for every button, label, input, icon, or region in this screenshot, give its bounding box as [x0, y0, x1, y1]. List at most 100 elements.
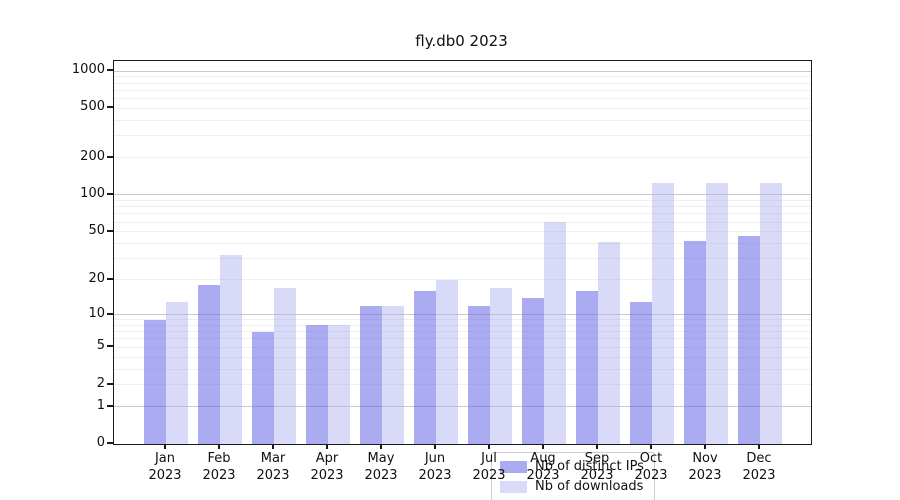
gridline-minor-7 — [114, 331, 811, 333]
x-tick-year: 2023 — [472, 468, 506, 483]
x-tick-mark-may — [380, 444, 382, 449]
x-tick-label-jul: Jul 2023 — [459, 450, 519, 484]
x-tick-year: 2023 — [526, 468, 560, 483]
y-tick-mark-20 — [107, 277, 113, 280]
gridline-major-1 — [114, 406, 811, 408]
x-tick-label-sep: Sep 2023 — [567, 450, 627, 484]
x-tick-label-mar: Mar 2023 — [243, 450, 303, 484]
gridline-minor-50 — [114, 231, 811, 233]
x-tick-month: Sep — [584, 451, 610, 466]
legend-item-distinct-ips: Nb of distinct IPs — [500, 459, 644, 474]
bar-distinct-ips-nov — [684, 240, 706, 444]
x-tick-year: 2023 — [742, 468, 776, 483]
gridline-minor-40 — [114, 243, 811, 244]
bar-downloads-may — [382, 305, 404, 444]
x-tick-month: Jul — [481, 451, 497, 466]
bar-downloads-jun — [436, 279, 458, 444]
x-tick-mark-apr — [326, 444, 328, 449]
x-tick-label-oct: Oct 2023 — [621, 450, 681, 484]
gridline-minor-2 — [114, 384, 811, 386]
x-tick-year: 2023 — [310, 468, 344, 483]
bar-downloads-nov — [706, 182, 728, 444]
x-tick-month: Apr — [315, 451, 339, 466]
y-tick-mark-0 — [107, 442, 113, 444]
gridline-minor-5 — [114, 346, 811, 348]
x-tick-year: 2023 — [688, 468, 722, 483]
y-tick-mark-5 — [107, 345, 113, 348]
x-tick-mark-dec — [758, 444, 760, 449]
x-tick-label-aug: Aug 2023 — [513, 450, 573, 484]
x-tick-month: Nov — [692, 451, 718, 466]
y-tick-label-1000: 1000 — [71, 62, 105, 77]
gridline-minor-70 — [114, 213, 811, 215]
x-tick-label-nov: Nov 2023 — [675, 450, 735, 484]
x-tick-mark-oct — [650, 444, 652, 449]
gridline-minor-3 — [114, 368, 811, 370]
x-tick-label-jun: Jun 2023 — [405, 450, 465, 484]
bar-downloads-feb — [220, 255, 242, 444]
gridline-minor-20 — [114, 279, 811, 281]
bar-distinct-ips-feb — [198, 285, 220, 444]
y-tick-label-200: 200 — [80, 148, 105, 164]
gridline-minor-500 — [114, 107, 811, 109]
x-tick-mark-jan — [164, 444, 166, 449]
x-tick-month: Jun — [424, 451, 446, 466]
x-tick-mark-jun — [434, 444, 436, 449]
x-tick-mark-nov — [704, 444, 706, 449]
bar-distinct-ips-sep — [576, 291, 598, 444]
gridline-minor-400 — [114, 119, 811, 121]
y-tick-label-100: 100 — [80, 185, 105, 201]
gridline-minor-800 — [114, 82, 811, 84]
gridline-minor-600 — [114, 98, 811, 100]
bar-downloads-oct — [652, 182, 674, 444]
legend-swatch-distinct-ips-icon — [500, 460, 527, 473]
x-tick-year: 2023 — [364, 468, 398, 483]
gridline-minor-300 — [114, 135, 811, 137]
gridline-minor-80 — [114, 206, 811, 208]
y-tick-mark-500 — [107, 106, 113, 109]
gridline-minor-90 — [114, 199, 811, 201]
bar-distinct-ips-dec — [738, 236, 760, 444]
bar-distinct-ips-jun — [414, 291, 436, 444]
x-tick-label-apr: Apr 2023 — [297, 450, 357, 484]
bar-downloads-dec — [760, 182, 782, 444]
x-tick-month: Oct — [639, 451, 663, 466]
bar-distinct-ips-jul — [468, 305, 490, 444]
bar-distinct-ips-jan — [144, 319, 166, 444]
x-tick-year: 2023 — [418, 468, 452, 483]
x-tick-month: Jan — [154, 451, 176, 466]
gridline-minor-4 — [114, 356, 811, 358]
gridline-minor-8 — [114, 324, 811, 326]
chart-title: fly.db0 2023 — [415, 32, 508, 50]
bar-distinct-ips-aug — [522, 297, 544, 444]
gridline-major-10 — [114, 314, 811, 316]
y-tick-mark-1000 — [107, 69, 113, 71]
y-tick-mark-200 — [107, 155, 113, 158]
y-tick-label-5: 5 — [96, 338, 105, 354]
y-tick-mark-1 — [107, 404, 113, 407]
y-tick-mark-50 — [107, 229, 113, 232]
y-tick-label-0: 0 — [96, 435, 105, 450]
x-tick-mark-sep — [596, 444, 598, 449]
gridline-minor-900 — [114, 76, 811, 78]
bar-distinct-ips-apr — [306, 325, 328, 444]
y-tick-label-1: 1 — [96, 397, 105, 413]
legend-label-downloads: Nb of downloads — [535, 479, 644, 494]
legend-swatch-downloads-icon — [500, 480, 527, 493]
gridline-minor-700 — [114, 89, 811, 91]
x-tick-year: 2023 — [580, 468, 614, 483]
x-tick-month: May — [367, 451, 395, 466]
gridline-major-100 — [114, 194, 811, 196]
x-tick-label-may: May 2023 — [351, 450, 411, 484]
x-tick-label-jan: Jan 2023 — [135, 450, 195, 484]
y-tick-label-10: 10 — [88, 305, 105, 321]
x-tick-label-dec: Dec 2023 — [729, 450, 789, 484]
y-tick-label-500: 500 — [80, 99, 105, 115]
bar-downloads-jan — [166, 301, 188, 444]
legend: Nb of distinct IPs Nb of downloads — [491, 452, 655, 500]
bar-downloads-mar — [274, 287, 296, 444]
y-tick-mark-100 — [107, 192, 113, 195]
x-tick-month: Dec — [746, 451, 772, 466]
x-tick-month: Feb — [207, 451, 231, 466]
